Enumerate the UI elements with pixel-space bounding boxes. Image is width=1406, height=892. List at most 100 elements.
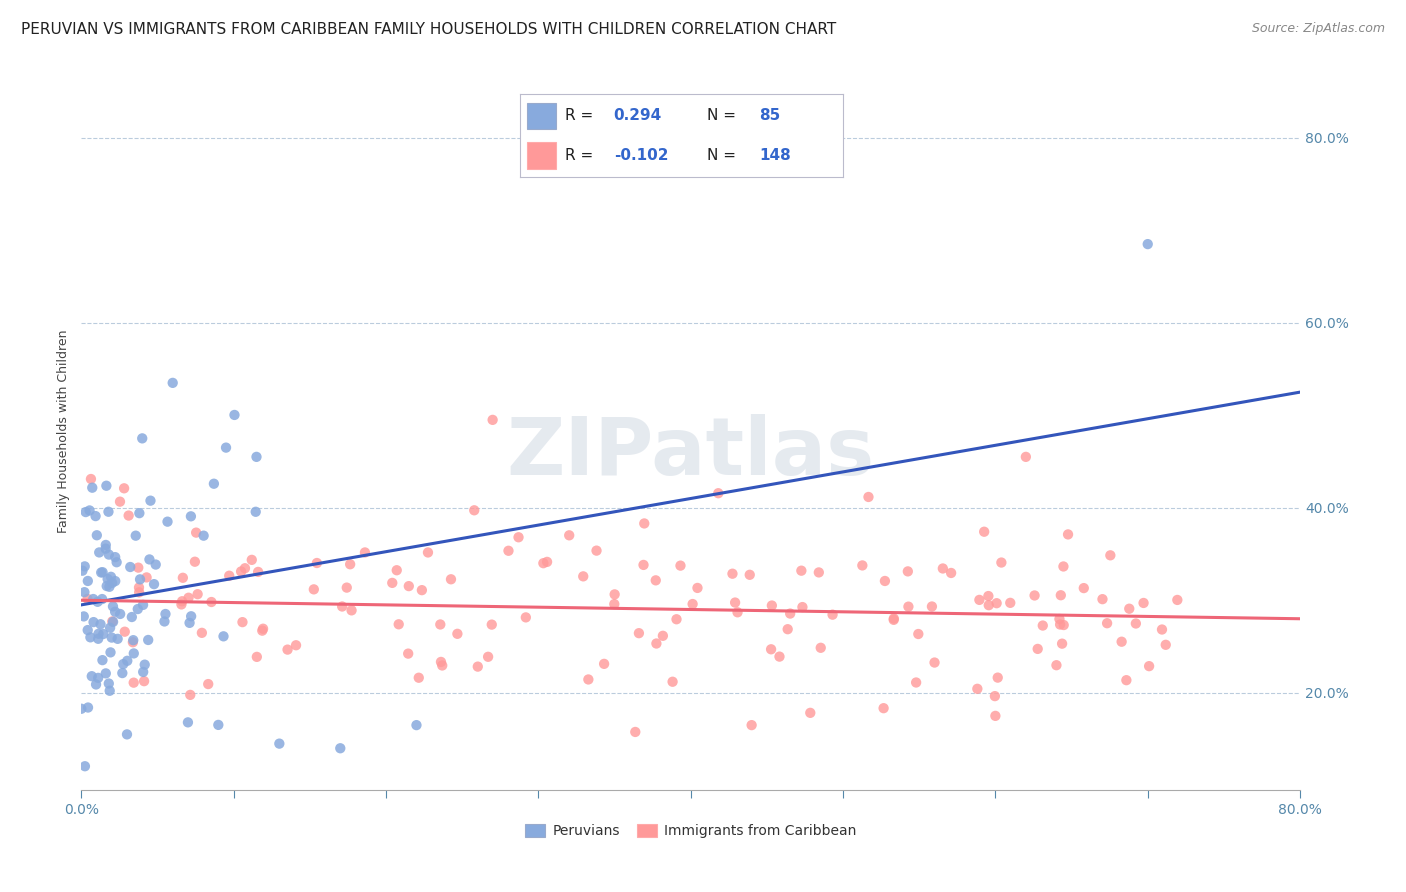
Point xyxy=(1015,450,1038,464)
Point xyxy=(79,503,101,517)
Point xyxy=(381,575,404,590)
Point xyxy=(128,585,150,599)
Point xyxy=(1125,616,1147,631)
Point xyxy=(799,706,821,720)
Point xyxy=(340,603,363,617)
Point xyxy=(285,638,308,652)
Point xyxy=(186,525,208,540)
Point xyxy=(686,581,709,595)
Point xyxy=(411,583,433,598)
Point xyxy=(86,528,108,542)
Point xyxy=(127,560,149,574)
Point xyxy=(707,486,730,500)
Point xyxy=(111,666,134,681)
Point xyxy=(97,505,120,519)
Point xyxy=(245,450,267,464)
Point xyxy=(134,657,156,672)
Point xyxy=(1049,617,1071,632)
Point xyxy=(101,575,124,590)
Point xyxy=(531,556,554,570)
Point xyxy=(89,545,111,559)
Point xyxy=(1073,581,1095,595)
Point xyxy=(247,565,270,579)
Point xyxy=(385,563,408,577)
Point xyxy=(94,666,117,681)
Point xyxy=(94,538,117,552)
Point xyxy=(96,479,118,493)
Point xyxy=(761,599,783,613)
Point xyxy=(122,647,145,661)
Point xyxy=(669,558,692,573)
Point xyxy=(89,617,111,632)
Point xyxy=(135,570,157,584)
Point xyxy=(779,607,801,621)
Point xyxy=(1115,673,1137,688)
Point xyxy=(139,493,162,508)
Point xyxy=(645,636,668,650)
Point xyxy=(252,624,274,638)
Point xyxy=(108,607,131,621)
Point xyxy=(897,565,920,579)
Point xyxy=(91,653,114,667)
Point xyxy=(305,556,328,570)
Point xyxy=(738,567,761,582)
Point xyxy=(77,700,100,714)
Point xyxy=(91,592,114,607)
Point xyxy=(921,599,943,614)
Point xyxy=(1057,527,1080,541)
Point xyxy=(1091,592,1114,607)
Point xyxy=(80,669,103,683)
Point xyxy=(810,640,832,655)
Point xyxy=(97,572,120,586)
Point xyxy=(91,565,114,579)
Point xyxy=(224,408,246,422)
Point xyxy=(172,571,194,585)
Point xyxy=(651,629,673,643)
Point xyxy=(661,674,683,689)
Point xyxy=(924,656,946,670)
Point xyxy=(180,609,202,624)
Point xyxy=(252,622,274,636)
Point xyxy=(172,594,194,608)
Point xyxy=(101,599,124,614)
Point xyxy=(73,609,96,624)
Point xyxy=(177,591,200,605)
Point xyxy=(873,574,896,588)
Point xyxy=(179,688,201,702)
Point xyxy=(481,617,503,632)
Point xyxy=(416,545,439,559)
Point xyxy=(1154,638,1177,652)
Point xyxy=(1050,637,1073,651)
Point xyxy=(122,675,145,690)
Point xyxy=(73,759,96,773)
Point xyxy=(405,718,427,732)
Point xyxy=(339,558,361,572)
Point xyxy=(170,598,193,612)
Point xyxy=(80,472,103,486)
Point xyxy=(984,709,1007,723)
Point xyxy=(1024,589,1046,603)
Point xyxy=(200,595,222,609)
Point xyxy=(132,598,155,612)
Point xyxy=(117,508,139,523)
Point xyxy=(87,671,110,685)
Point xyxy=(128,506,150,520)
Point xyxy=(187,587,209,601)
Point xyxy=(897,599,920,614)
Point xyxy=(872,701,894,715)
Text: Source: ZipAtlas.com: Source: ZipAtlas.com xyxy=(1251,22,1385,36)
Point xyxy=(193,529,215,543)
Point xyxy=(79,630,101,644)
Point xyxy=(984,689,1007,703)
Point xyxy=(121,610,143,624)
Point xyxy=(440,572,463,586)
Point xyxy=(101,615,124,629)
Point xyxy=(792,600,814,615)
Point xyxy=(1132,596,1154,610)
Point xyxy=(86,595,108,609)
Point xyxy=(91,627,114,641)
Point xyxy=(156,515,179,529)
Point xyxy=(987,671,1010,685)
Point xyxy=(336,581,359,595)
Point xyxy=(132,674,155,689)
